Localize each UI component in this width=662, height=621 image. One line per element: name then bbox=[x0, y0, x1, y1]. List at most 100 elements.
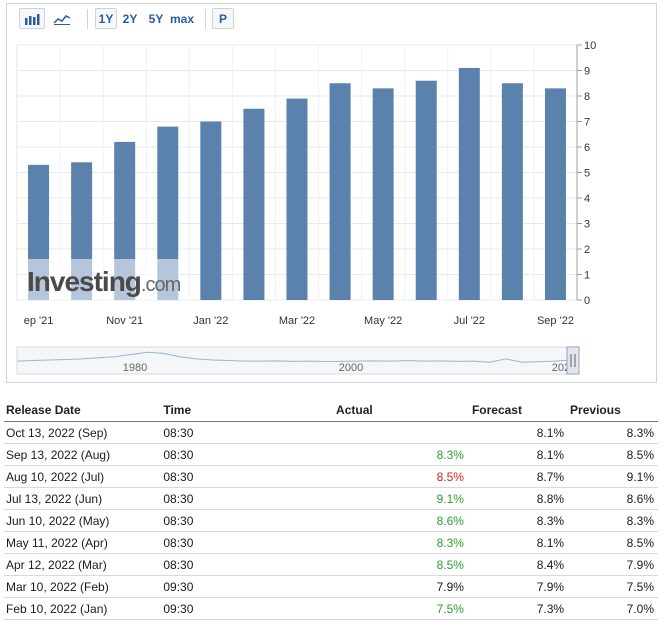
table-row: Sep 13, 2022 (Aug) 08:30 8.3% 8.1% 8.5% bbox=[4, 443, 658, 466]
actual-cell: 8.5% bbox=[334, 465, 470, 488]
x-tick-label: Nov '21 bbox=[106, 315, 143, 327]
previous-cell: 9.1% bbox=[568, 465, 658, 488]
time-cell: 09:30 bbox=[161, 575, 335, 598]
chart-toolbar: 1Y 2Y 5Y max P bbox=[7, 4, 656, 34]
forecast-cell: 8.1% bbox=[469, 421, 569, 444]
y-tick-label: 6 bbox=[584, 142, 590, 154]
range-1y-button[interactable]: 1Y bbox=[95, 8, 117, 29]
range-max-button[interactable]: max bbox=[169, 11, 195, 26]
release-date-cell: Oct 13, 2022 (Sep) bbox=[4, 421, 162, 444]
x-tick-label: Jan '22 bbox=[193, 315, 228, 327]
actual-cell: 7.5% bbox=[334, 597, 470, 620]
release-date-cell: Feb 10, 2022 (Jan) bbox=[4, 597, 162, 620]
bar bbox=[458, 67, 480, 300]
line-chart-icon[interactable] bbox=[49, 8, 75, 29]
table-header-row: Release Date Time Actual Forecast Previo… bbox=[4, 399, 658, 422]
header-release-date[interactable]: Release Date bbox=[4, 399, 162, 422]
forecast-cell: 8.1% bbox=[469, 443, 569, 466]
time-cell: 08:30 bbox=[161, 443, 335, 466]
navigator-year-label: 1980 bbox=[123, 362, 147, 374]
y-tick-label: 1 bbox=[584, 270, 590, 282]
forecast-cell: 8.1% bbox=[469, 531, 569, 554]
actual-cell: 8.3% bbox=[334, 531, 470, 554]
time-cell: 08:30 bbox=[161, 553, 335, 576]
table-row: Oct 13, 2022 (Sep) 08:30 8.1% 8.3% bbox=[4, 421, 658, 444]
previous-cell: 7.0% bbox=[568, 597, 658, 620]
release-date-cell: Mar 10, 2022 (Feb) bbox=[4, 575, 162, 598]
forecast-cell: 7.9% bbox=[469, 575, 569, 598]
release-date-cell: Jun 10, 2022 (May) bbox=[4, 509, 162, 532]
previous-cell: 7.9% bbox=[568, 553, 658, 576]
navigator-handle bbox=[566, 346, 580, 375]
previous-cell: 7.5% bbox=[568, 575, 658, 598]
y-tick-label: 9 bbox=[584, 66, 590, 78]
p-button[interactable]: P bbox=[212, 8, 234, 29]
previous-cell: 8.5% bbox=[568, 531, 658, 554]
table-row: May 11, 2022 (Apr) 08:30 8.3% 8.1% 8.5% bbox=[4, 531, 658, 554]
x-tick-label: Jul '22 bbox=[454, 315, 485, 327]
release-date-cell: Jul 13, 2022 (Jun) bbox=[4, 487, 162, 510]
table-row: Apr 12, 2022 (Mar) 08:30 8.5% 8.4% 7.9% bbox=[4, 553, 658, 576]
header-previous[interactable]: Previous bbox=[568, 399, 658, 422]
header-actual[interactable]: Actual bbox=[334, 399, 470, 422]
bar bbox=[372, 88, 394, 300]
header-forecast[interactable]: Forecast bbox=[469, 399, 569, 422]
bar bbox=[157, 126, 179, 300]
navigator-year-label: 2000 bbox=[339, 362, 363, 374]
table-row: Mar 10, 2022 (Feb) 09:30 7.9% 7.9% 7.5% bbox=[4, 575, 658, 598]
actual-cell: 7.9% bbox=[334, 575, 470, 598]
bar bbox=[286, 98, 308, 300]
header-time[interactable]: Time bbox=[161, 399, 335, 422]
range-2y-button[interactable]: 2Y bbox=[122, 11, 138, 26]
time-cell: 08:30 bbox=[161, 421, 335, 444]
release-date-cell: Apr 12, 2022 (Mar) bbox=[4, 553, 162, 576]
x-tick-label: Sep '22 bbox=[537, 315, 574, 327]
toolbar-divider bbox=[205, 9, 206, 29]
watermark-logo: Investing.com bbox=[27, 266, 181, 297]
toolbar-divider bbox=[87, 9, 88, 29]
time-cell: 08:30 bbox=[161, 531, 335, 554]
previous-cell: 8.5% bbox=[568, 443, 658, 466]
bar bbox=[243, 108, 265, 300]
y-tick-label: 2 bbox=[584, 244, 590, 256]
actual-cell bbox=[334, 421, 470, 444]
history-table: Release Date Time Actual Forecast Previo… bbox=[4, 399, 658, 620]
release-date-cell: Sep 13, 2022 (Aug) bbox=[4, 443, 162, 466]
table-body: Oct 13, 2022 (Sep) 08:30 8.1% 8.3% Sep 13, 2… bbox=[4, 421, 658, 620]
release-date-cell: May 11, 2022 (Apr) bbox=[4, 531, 162, 554]
navigator-series bbox=[16, 351, 572, 363]
forecast-cell: 7.3% bbox=[469, 597, 569, 620]
previous-cell: 8.3% bbox=[568, 509, 658, 532]
x-tick-label: ep '21 bbox=[24, 315, 54, 327]
forecast-cell: 8.3% bbox=[469, 509, 569, 532]
bar bbox=[501, 83, 523, 300]
x-tick-label: May '22 bbox=[364, 315, 402, 327]
y-tick-label: 10 bbox=[584, 40, 596, 52]
table-row: Jul 13, 2022 (Jun) 08:30 9.1% 8.8% 8.6% bbox=[4, 487, 658, 510]
y-tick-label: 0 bbox=[584, 295, 590, 307]
time-cell: 08:30 bbox=[161, 509, 335, 532]
forecast-cell: 8.4% bbox=[469, 553, 569, 576]
actual-cell: 8.3% bbox=[334, 443, 470, 466]
time-cell: 08:30 bbox=[161, 487, 335, 510]
navigator bbox=[16, 346, 578, 375]
time-cell: 09:30 bbox=[161, 597, 335, 620]
range-5y-button[interactable]: 5Y bbox=[148, 11, 164, 26]
table-row: Jun 10, 2022 (May) 08:30 8.6% 8.3% 8.3% bbox=[4, 509, 658, 532]
actual-cell: 8.5% bbox=[334, 553, 470, 576]
actual-cell: 9.1% bbox=[334, 487, 470, 510]
x-tick-label: Mar '22 bbox=[279, 315, 315, 327]
y-tick-label: 4 bbox=[584, 193, 590, 205]
bar bbox=[200, 121, 222, 300]
time-cell: 08:30 bbox=[161, 465, 335, 488]
bar bbox=[415, 80, 437, 300]
previous-cell: 8.3% bbox=[568, 421, 658, 444]
forecast-cell: 8.7% bbox=[469, 465, 569, 488]
previous-cell: 8.6% bbox=[568, 487, 658, 510]
y-tick-label: 5 bbox=[584, 168, 590, 180]
actual-cell: 8.6% bbox=[334, 509, 470, 532]
bar bbox=[544, 88, 566, 300]
watermark-backdrop bbox=[27, 259, 179, 300]
release-date-cell: Aug 10, 2022 (Jul) bbox=[4, 465, 162, 488]
bar-chart-icon[interactable] bbox=[19, 8, 45, 29]
